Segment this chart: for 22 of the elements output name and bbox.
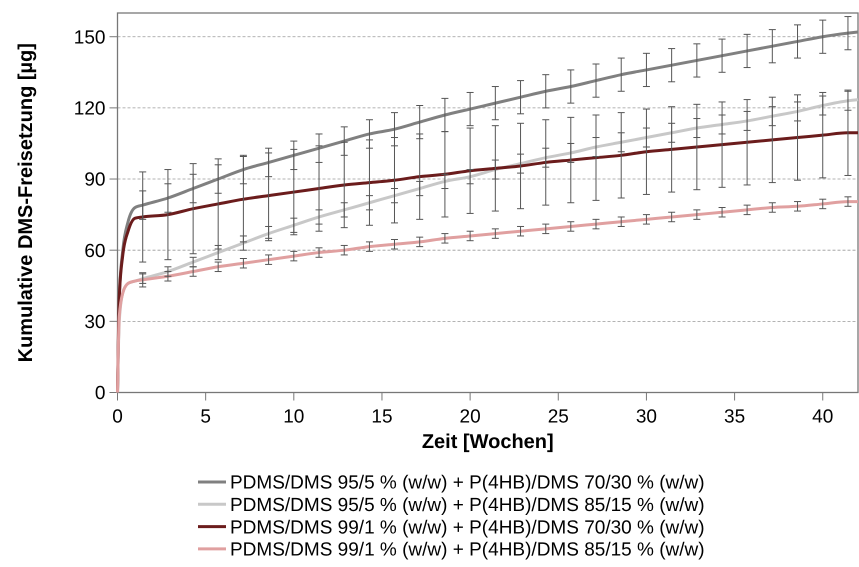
y-tick-label: 90 xyxy=(84,170,106,191)
y-tick-label: 0 xyxy=(94,383,106,404)
x-tick-label: 0 xyxy=(112,406,123,428)
legend-label: PDMS/DMS 99/1 % (w/w) + P(4HB)/DMS 70/30 % (w/w) xyxy=(230,517,705,538)
x-axis-title: Zeit [Wochen] xyxy=(422,431,554,453)
x-tick-label: 5 xyxy=(200,406,211,428)
y-axis-title: Kumulative DMS-Freisetzung [µg] xyxy=(15,43,37,362)
y-tick-label: 150 xyxy=(74,27,106,48)
y-tick-label: 120 xyxy=(74,98,106,120)
line-series xyxy=(116,200,859,394)
x-tick-label: 40 xyxy=(812,406,834,428)
y-tick-label: 60 xyxy=(84,240,106,262)
x-tick-label: 15 xyxy=(371,406,393,428)
x-tick-label: 25 xyxy=(548,406,569,428)
x-tick-label: 10 xyxy=(283,406,304,428)
x-tick-label: 20 xyxy=(460,406,481,428)
legend-label: PDMS/DMS 95/5 % (w/w) + P(4HB)/DMS 70/30 % (w/w) xyxy=(230,472,705,494)
x-tick-label: 30 xyxy=(636,406,657,428)
legend-label: PDMS/DMS 95/5 % (w/w) + P(4HB)/DMS 85/15 % (w/w) xyxy=(230,494,705,516)
legend-label: PDMS/DMS 99/1 % (w/w) + P(4HB)/DMS 85/15 % (w/w) xyxy=(230,540,705,561)
x-tick-label: 35 xyxy=(724,406,746,428)
y-tick-label: 30 xyxy=(84,312,106,333)
